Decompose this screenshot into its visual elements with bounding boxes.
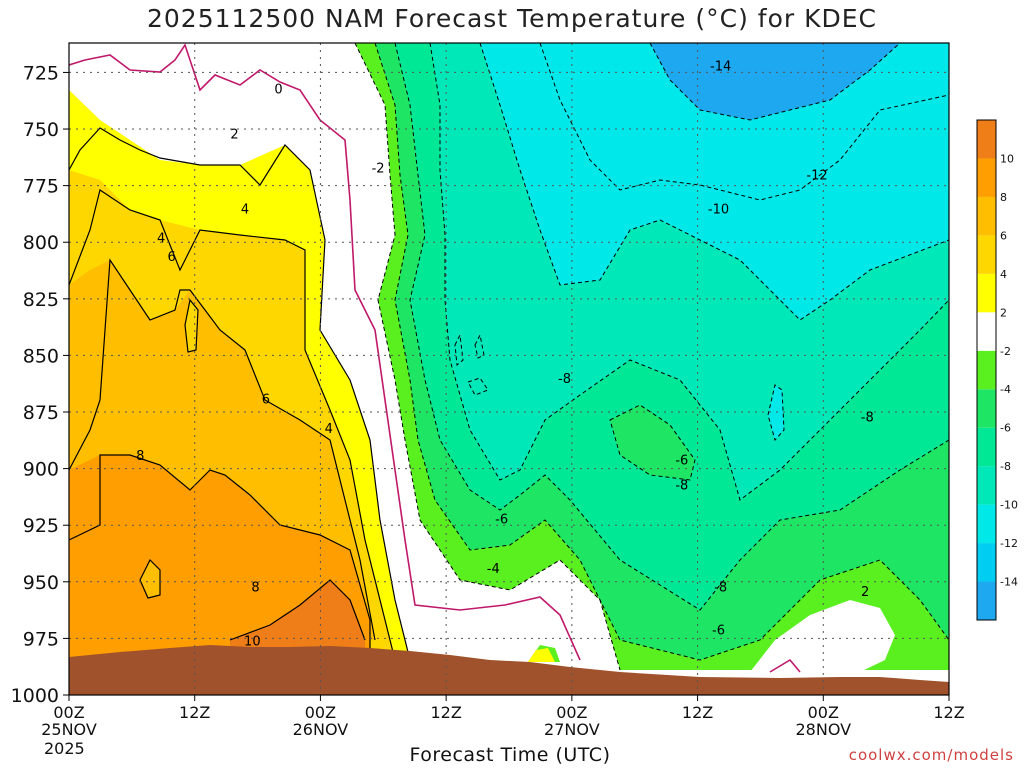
- contour-label: 8: [251, 580, 259, 595]
- colorbar-swatch: [977, 273, 996, 313]
- plus2-isotherm: [69, 127, 411, 661]
- y-tick-label: 900: [23, 459, 59, 481]
- plot-frame: [68, 42, 950, 696]
- x-date-label: 27NOV: [544, 720, 600, 739]
- colorbar-label: -2: [1000, 345, 1011, 358]
- x-axis-title: Forecast Time (UTC): [409, 744, 611, 766]
- contour-label: -4: [487, 562, 500, 577]
- plus8-isotherm: [69, 454, 371, 660]
- colorbar-swatch: [977, 427, 996, 467]
- colorbar-label: 4: [1000, 268, 1007, 281]
- y-tick-label: 875: [23, 402, 59, 424]
- y-tick-label: 950: [23, 572, 59, 594]
- y-tick-label: 750: [23, 119, 59, 141]
- contour-label: -8: [558, 372, 571, 387]
- colorbar-label: -12: [1000, 537, 1018, 550]
- contour-label: -6: [495, 512, 508, 527]
- colorbar-swatch: [977, 543, 996, 582]
- x-date-label: 28NOV: [795, 720, 851, 739]
- colorbar-swatch: [977, 196, 996, 236]
- colorbar-label: 10: [1000, 152, 1014, 165]
- x-date-label: 26NOV: [293, 720, 349, 739]
- contour-label: -8: [714, 580, 727, 595]
- x-tick-label: 00Z: [556, 703, 587, 722]
- x-tick-label: 00Z: [808, 703, 839, 722]
- fill-plus10-region: [230, 580, 365, 660]
- contour-label: 2: [230, 128, 238, 143]
- colorbar-label: -4: [1000, 383, 1011, 396]
- chart-title: 2025112500 NAM Forecast Temperature (°C)…: [147, 4, 877, 33]
- contour-label: 4: [157, 232, 165, 247]
- colorbar-label: 2: [1000, 306, 1007, 319]
- y-tick-label: 850: [23, 345, 59, 367]
- colorbar-label: -10: [1000, 499, 1018, 512]
- colorbar-label: -14: [1000, 576, 1018, 589]
- contour-label: 6: [262, 392, 270, 407]
- colorbar-swatch: [977, 466, 996, 505]
- contour-label: 6: [168, 250, 176, 265]
- colorbar-swatch: [977, 312, 996, 351]
- contour-label: -10: [708, 202, 729, 217]
- y-tick-label: 1000: [11, 685, 59, 707]
- colorbar-label: 6: [1000, 229, 1007, 242]
- y-tick-label: 825: [23, 289, 59, 311]
- y-tick-label: 975: [23, 628, 59, 650]
- plus6-isotherm: [69, 258, 376, 641]
- colorbar-swatch: [977, 120, 996, 159]
- x-tick-label: 00Z: [305, 703, 336, 722]
- x-date-label: 25NOV: [41, 720, 97, 739]
- colorbar-label: -6: [1000, 422, 1011, 435]
- colorbar-swatch: [977, 504, 996, 544]
- contour-label: 4: [325, 422, 333, 437]
- colorbar-frame: [976, 119, 997, 621]
- fill-minus14-region: [650, 43, 900, 120]
- colorbar-swatch: [977, 389, 996, 428]
- contour-label: 8: [136, 449, 144, 464]
- contour-label: -6: [675, 454, 688, 469]
- y-tick-label: 925: [23, 515, 59, 537]
- y-tick-label: 775: [23, 176, 59, 198]
- y-tick-label: 800: [23, 232, 59, 254]
- plus10-isotherm: [229, 579, 366, 641]
- contour-label: 2: [861, 585, 869, 600]
- temperature-fill-layer: [69, 43, 949, 695]
- colorbar-legend: -14 -12 -10 -8 -6 -4 -2 2 4 6 8 10: [976, 119, 1018, 621]
- colorbar-swatch: [977, 158, 996, 197]
- colorbar-label: -8: [1000, 460, 1011, 473]
- credit-link[interactable]: coolwx.com/models: [848, 746, 1014, 764]
- colorbar-swatch: [977, 581, 996, 620]
- contour-label: 4: [241, 202, 249, 217]
- x-tick-label: 12Z: [933, 703, 964, 722]
- contour-label: -6: [712, 623, 725, 638]
- x-tick-label: 00Z: [53, 703, 84, 722]
- year-label: 2025: [44, 739, 85, 758]
- y-tick-label: 725: [23, 62, 59, 84]
- colorbar-swatch: [977, 235, 996, 274]
- colorbar-swatch: [977, 350, 996, 390]
- contour-label: -12: [806, 168, 827, 183]
- contour-label: -8: [675, 478, 688, 493]
- terrain-ground: [69, 645, 949, 695]
- plus4-isotherm: [69, 189, 396, 661]
- y-axis: 725 750 775 800 825 850 875 900 925 950 975 1000: [11, 62, 69, 707]
- contour-label: -14: [710, 60, 731, 75]
- x-tick-label: 12Z: [179, 703, 210, 722]
- contour-label: -2: [372, 162, 385, 177]
- contour-label: 0: [274, 82, 282, 97]
- contour-label: 10: [244, 635, 261, 650]
- x-tick-label: 12Z: [430, 703, 461, 722]
- colorbar-label: 8: [1000, 191, 1007, 204]
- contour-label: -8: [861, 411, 874, 426]
- x-tick-label: 12Z: [682, 703, 713, 722]
